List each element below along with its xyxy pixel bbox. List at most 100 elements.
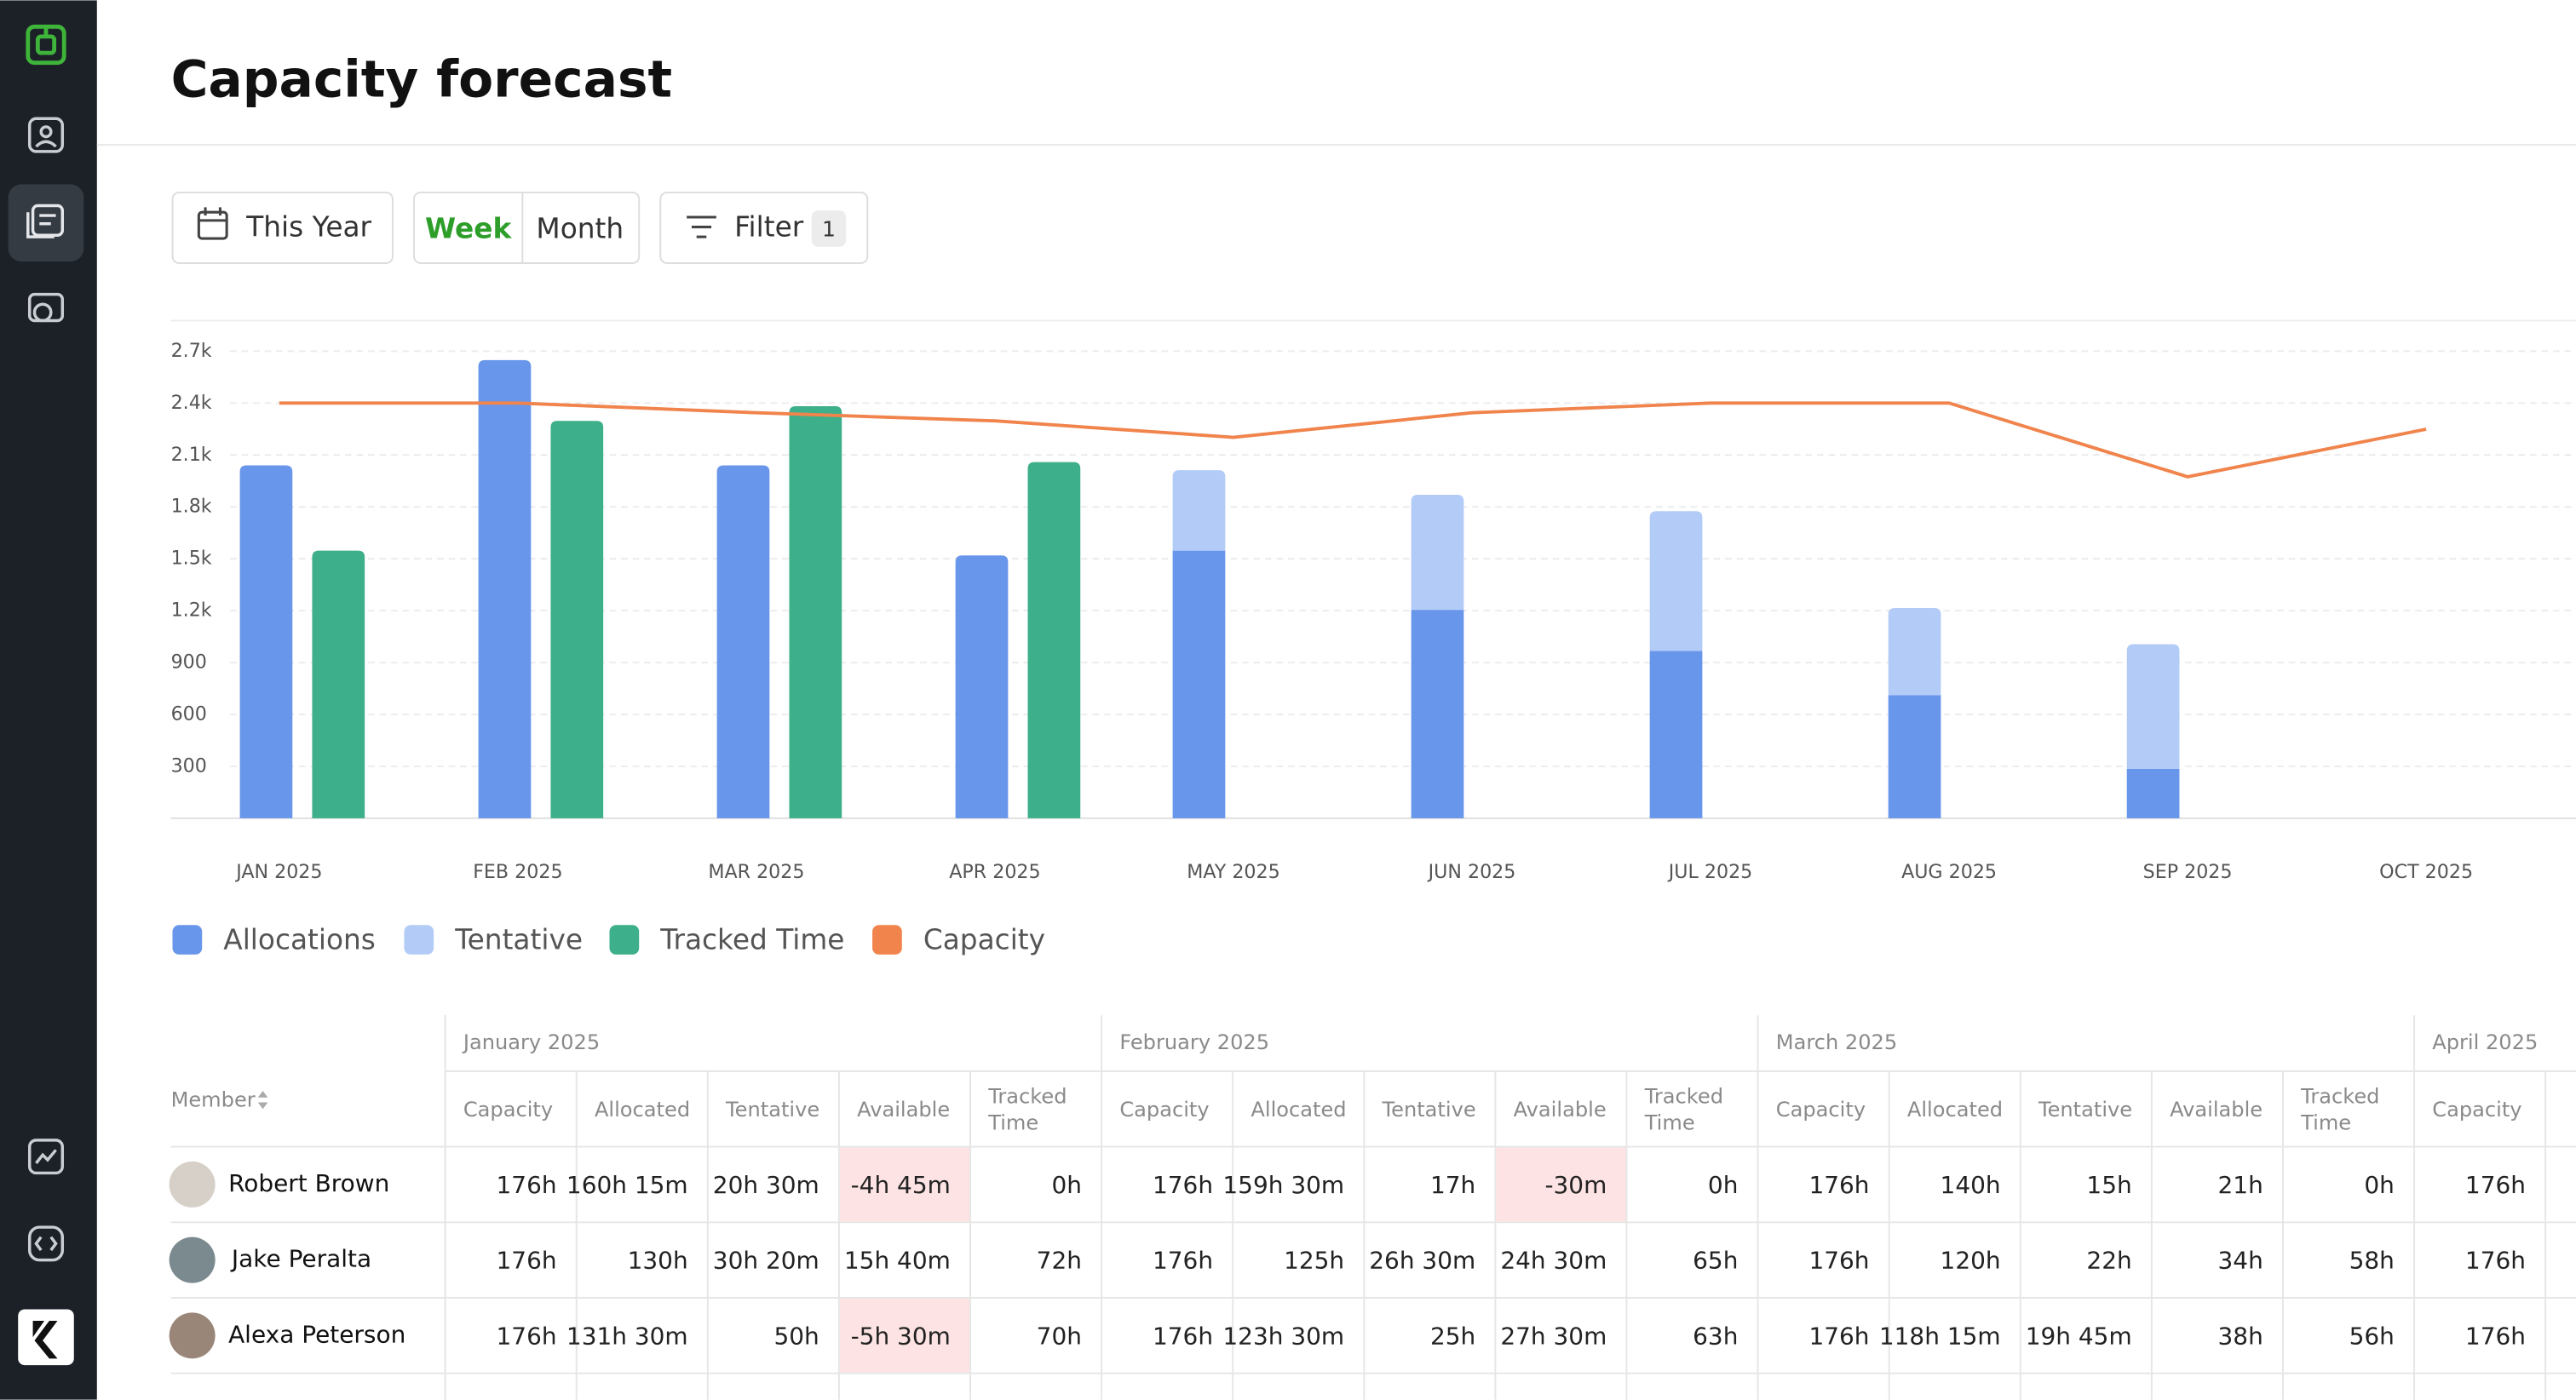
tentative-bar bbox=[1888, 608, 1941, 696]
x-tick-label: JUN 2025 bbox=[1427, 861, 1516, 883]
allocation-bar bbox=[716, 465, 770, 818]
allocation-bar bbox=[2126, 768, 2180, 818]
cell-value: 30h 20m bbox=[713, 1247, 819, 1275]
column-header: Allocated bbox=[595, 1098, 690, 1122]
allocation-bar bbox=[1411, 610, 1464, 818]
x-tick-label: MAY 2025 bbox=[1187, 861, 1280, 883]
column-header: Capacity bbox=[463, 1098, 553, 1122]
column-header: Available bbox=[2170, 1098, 2263, 1122]
page-title: Capacity forecast bbox=[171, 50, 673, 109]
nav-icon-people[interactable] bbox=[27, 117, 65, 153]
cell-value: 140h bbox=[1941, 1171, 2001, 1199]
allocation-bar bbox=[955, 555, 1009, 818]
legend-swatch bbox=[609, 925, 640, 955]
column-header: Allocated bbox=[1907, 1098, 2003, 1122]
cell-value: 131h 30m bbox=[566, 1322, 688, 1350]
cell-value: 159h 30m bbox=[1222, 1171, 1344, 1199]
cell-value: 15h bbox=[2086, 1171, 2131, 1199]
tentative-bar bbox=[1649, 511, 1703, 651]
cell-value: 125h bbox=[1284, 1247, 1344, 1275]
y-tick-label: 1.5k bbox=[171, 548, 212, 570]
allocation-bar bbox=[239, 465, 293, 818]
workspace-badge[interactable] bbox=[18, 1309, 74, 1366]
x-tick-label: JAN 2025 bbox=[234, 861, 322, 883]
nav-icon-forecast[interactable] bbox=[26, 204, 65, 238]
cell-value: 26h 30m bbox=[1369, 1247, 1475, 1275]
y-tick-label: 1.2k bbox=[171, 600, 212, 622]
cell-value: 176h bbox=[2465, 1247, 2526, 1275]
y-tick-label: 2.1k bbox=[171, 444, 212, 466]
nav-icon-integrations[interactable] bbox=[27, 1225, 65, 1262]
month-header: February 2025 bbox=[1119, 1030, 1269, 1054]
cell-value: 58h bbox=[2349, 1247, 2395, 1275]
legend-label: Capacity bbox=[923, 924, 1045, 956]
filter-count-badge bbox=[811, 210, 847, 247]
column-header: Tracked Time bbox=[987, 1085, 1067, 1135]
cell-value: 176h bbox=[1808, 1322, 1869, 1350]
x-tick-label: OCT 2025 bbox=[2379, 861, 2473, 883]
view-month[interactable]: Month bbox=[536, 212, 624, 244]
cell-value: 56h bbox=[2349, 1322, 2395, 1350]
column-header: Tentative bbox=[2038, 1098, 2132, 1122]
sort-icon bbox=[257, 1091, 268, 1110]
column-header: Capacity bbox=[2432, 1098, 2521, 1122]
cell-value: 20h 30m bbox=[713, 1171, 819, 1199]
column-header: Tracked Time bbox=[2300, 1085, 2379, 1135]
date-range-button[interactable] bbox=[171, 192, 394, 264]
cell-value: 123h 30m bbox=[1222, 1322, 1344, 1350]
cell-value: -4h 45m bbox=[851, 1171, 951, 1199]
cell-value: 34h bbox=[2218, 1247, 2263, 1275]
cell-value: 120h bbox=[1941, 1247, 2001, 1275]
logo bbox=[26, 24, 66, 66]
column-header: Allocated bbox=[1251, 1098, 1346, 1122]
legend-label: Tracked Time bbox=[659, 924, 844, 956]
legend-label: Allocations bbox=[223, 924, 376, 956]
tracked-bar bbox=[550, 421, 604, 818]
view-week[interactable]: Week bbox=[425, 212, 512, 244]
cell-value: 118h 15m bbox=[1879, 1322, 2001, 1350]
cell-value: 130h bbox=[628, 1247, 688, 1275]
cell-value: 176h bbox=[497, 1322, 557, 1350]
x-tick-label: AUG 2025 bbox=[1901, 861, 1997, 883]
cell-value: 176h bbox=[1808, 1247, 1869, 1275]
cell-value: 176h bbox=[1153, 1171, 1213, 1199]
cell-value: 65h bbox=[1693, 1247, 1738, 1275]
x-tick-label: APR 2025 bbox=[949, 861, 1040, 883]
avatar bbox=[169, 1312, 216, 1359]
member-name: Alexa Peterson bbox=[228, 1320, 405, 1348]
cell-value: -30m bbox=[1544, 1171, 1607, 1199]
month-header: April 2025 bbox=[2432, 1030, 2538, 1054]
legend-swatch bbox=[404, 925, 434, 955]
filter-count: 1 bbox=[822, 216, 836, 241]
workspace-logo bbox=[32, 1321, 58, 1359]
member-name: Jake Peralta bbox=[230, 1245, 371, 1273]
over-allocated-cell bbox=[1496, 1147, 1626, 1222]
member-header: Member bbox=[171, 1088, 256, 1112]
cell-value: 0h bbox=[2364, 1171, 2395, 1199]
nav-icon-reports[interactable] bbox=[27, 1139, 65, 1175]
over-allocated-cell bbox=[839, 1147, 970, 1222]
date-range-label: This Year bbox=[245, 211, 371, 244]
y-tick-label: 600 bbox=[171, 703, 207, 725]
column-header: Tentative bbox=[1382, 1098, 1476, 1122]
month-header: March 2025 bbox=[1776, 1030, 1897, 1054]
cell-value: 38h bbox=[2218, 1322, 2263, 1350]
tracked-bar bbox=[789, 405, 842, 818]
cell-value: 176h bbox=[2465, 1322, 2526, 1350]
cell-value: 176h bbox=[497, 1171, 557, 1199]
cell-value: 50h bbox=[773, 1322, 819, 1350]
filter-label: Filter bbox=[734, 211, 804, 244]
member-name: Robert Brown bbox=[228, 1169, 389, 1197]
cell-value: -5h 30m bbox=[851, 1322, 951, 1350]
cell-value: 70h bbox=[1037, 1322, 1082, 1350]
legend-label: Tentative bbox=[454, 924, 583, 956]
cell-value: 24h 30m bbox=[1500, 1247, 1607, 1275]
nav-icon-budget[interactable] bbox=[27, 292, 65, 323]
allocation-bar bbox=[478, 359, 532, 818]
column-header: Tracked Time bbox=[1644, 1085, 1723, 1135]
view-toggle[interactable] bbox=[413, 192, 641, 264]
x-tick-label: SEP 2025 bbox=[2143, 861, 2233, 883]
cell-value: 17h bbox=[1430, 1171, 1475, 1199]
tentative-bar bbox=[1172, 470, 1226, 551]
